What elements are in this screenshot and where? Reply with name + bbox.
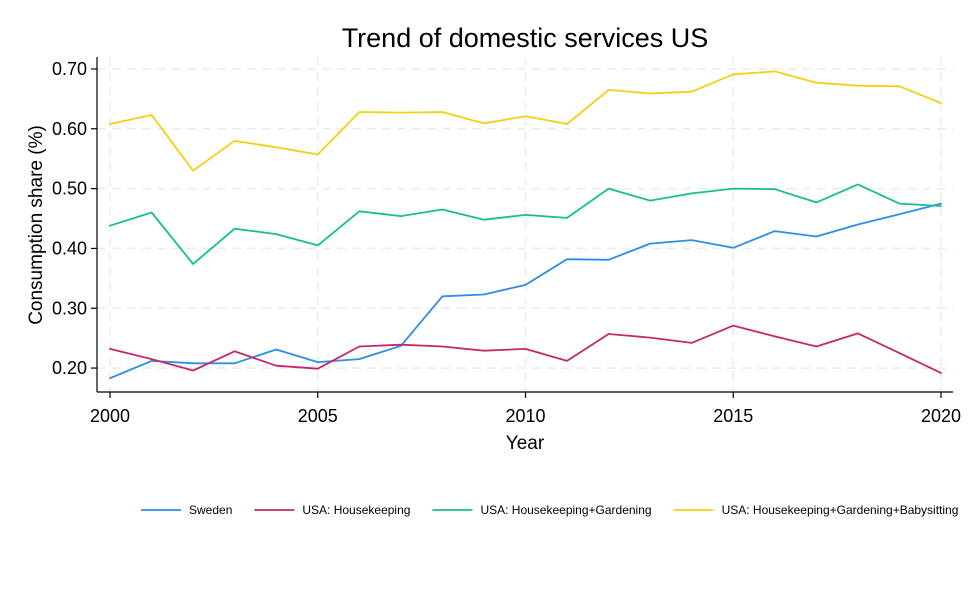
legend-item: Sweden <box>141 503 232 517</box>
x-tick-label: 2010 <box>505 406 545 426</box>
series-line-usa-housekeeping-gardening-babysitting <box>109 70 942 172</box>
x-tick-label: 2020 <box>921 406 961 426</box>
series-line-sweden <box>109 202 942 380</box>
legend-label: Sweden <box>189 503 232 517</box>
legend-label: USA: Housekeeping <box>302 503 410 517</box>
series-line-usa-housekeeping <box>109 324 942 374</box>
x-tick-label: 2015 <box>713 406 753 426</box>
legend-item: USA: Housekeeping+Gardening+Babysitting <box>673 503 959 517</box>
legend: Sweden USA: Housekeeping USA: Housekeeping… <box>141 503 958 517</box>
y-tick-label: 0.60 <box>52 119 87 139</box>
legend-label: USA: Housekeeping+Gardening+Babysitting <box>722 503 959 517</box>
y-tick-label: 0.50 <box>52 179 87 199</box>
y-axis-title: Consumption share (%) <box>26 125 47 325</box>
y-tick-label: 0.20 <box>52 358 87 378</box>
series-line-usa-housekeeping-gardening <box>109 183 942 265</box>
series-layer <box>109 70 942 380</box>
grid <box>97 57 953 392</box>
axes: 0.20 0.30 0.40 0.50 0.60 0.70 2000 2005 2010 2015… <box>52 57 961 426</box>
legend-item: USA: Housekeeping <box>254 503 410 517</box>
y-tick-label: 0.70 <box>52 59 87 79</box>
legend-item: USA: Housekeeping+Gardening <box>432 503 652 517</box>
legend-label: USA: Housekeeping+Gardening <box>480 503 651 517</box>
y-tick-label: 0.30 <box>52 298 87 318</box>
chart-title: Trend of domestic services US <box>342 23 709 53</box>
x-tick-label: 2005 <box>298 406 338 426</box>
x-tick-label: 2000 <box>90 406 130 426</box>
y-tick-label: 0.40 <box>52 238 87 258</box>
x-axis-title: Year <box>506 433 545 454</box>
